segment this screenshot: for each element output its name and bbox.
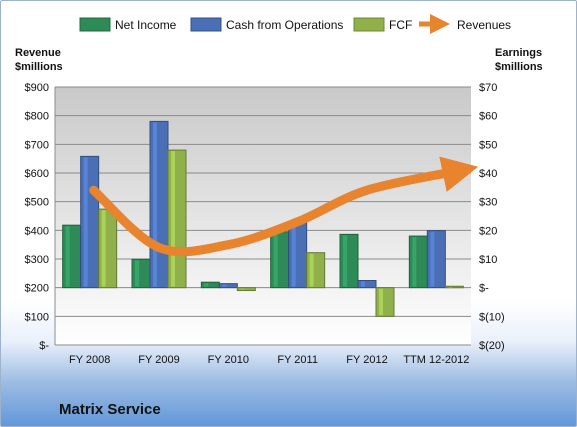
gridlines [55,86,471,346]
legend-swatch-net-income [79,17,111,32]
legend-label-revenues: Revenues [457,18,511,32]
right-tick-label: $40 [479,168,497,180]
bar-cash-from-operations-ttm-12-2012 [426,230,446,289]
category-label-fy-2009: FY 2009 [138,354,179,366]
chart-title: Matrix Service [59,401,161,418]
legend-swatch-fcf [353,17,385,32]
bar-highlight [240,288,245,290]
bar-highlight [83,157,88,287]
left-tick-label: $800 [25,111,49,123]
revenue-line [89,156,479,257]
left-tick-label: $900 [25,82,49,94]
bar-highlight [291,223,296,287]
bar-cash-from-operations-fy-2012 [357,280,377,289]
legend-label-net-income: Net Income [115,18,177,32]
legend-swatch-cash-from-operations [190,17,222,32]
bar-highlight [153,122,157,287]
bar-highlight [448,287,453,288]
bar-highlight [135,260,139,287]
bar-net-income-fy-2008 [62,224,82,289]
legend: Net Income Cash from Operations FCF Reve… [79,14,511,34]
bar-highlight [101,210,106,287]
category-label-fy-2011: FY 2011 [277,354,318,366]
left-axis-ticks: $900 $800 $700 $600 $500 $400 $300 $200 $100 $- [25,82,50,352]
bar-cash-from-operations-fy-2008 [80,155,100,289]
bar-fcf-ttm-12-2012 [444,285,464,289]
category-label-fy-2010: FY 2010 [208,354,249,366]
revenue-line-path [89,156,479,257]
category-label-fy-2008: FY 2008 [69,354,110,366]
left-tick-label: $300 [25,254,49,266]
category-labels: FY 2008 FY 2009 FY 2010 FY 2011 FY 2012 TTM 1… [69,354,469,366]
bar-highlight [361,281,365,287]
bar-highlight [222,284,227,287]
bar-fcf-fy-2011 [306,252,326,289]
bar-highlight [204,283,209,287]
bar-net-income-fy-2011 [270,231,290,289]
right-tick-label: $60 [479,111,497,123]
bar-highlight [343,235,347,287]
right-tick-label: $(10) [479,311,505,323]
bar-highlight [171,151,175,287]
bar-net-income-fy-2009 [131,258,151,289]
bar-highlight [430,231,435,287]
bar-fcf-fy-2009 [167,149,187,289]
left-tick-label: $200 [25,283,49,295]
bar-fcf-fy-2008 [98,208,118,289]
right-axis-ticks: $70 $60 $50 $40 $30 $20 $10 $- $(10) $(20) [479,82,505,352]
bar-fcf-fy-2010 [236,287,256,292]
left-axis-title-line1: Revenue [15,47,61,59]
bar-highlight [273,232,278,287]
bar-net-income-fy-2010 [200,281,220,289]
bar-cash-from-operations-fy-2009 [149,120,169,289]
bar-fcf-fy-2012 [375,287,395,317]
right-axis-title-line1: Earnings [495,47,542,59]
left-tick-label: $100 [25,311,49,323]
category-label-ttm-12-2012: TTM 12-2012 [403,354,469,366]
bar-highlight [412,237,417,287]
left-tick-label: $600 [25,168,49,180]
legend-label-cash-from-operations: Cash from Operations [226,18,343,32]
left-tick-label: $500 [25,197,49,209]
right-tick-label: $(20) [479,340,505,352]
bar-cash-from-operations-fy-2010 [218,283,238,289]
left-tick-label: $700 [25,139,49,151]
bar-net-income-fy-2012 [339,233,359,289]
bar-highlight [309,253,314,287]
category-label-fy-2012: FY 2012 [346,354,387,366]
legend-label-fcf: FCF [389,18,412,32]
right-axis-title-line2: $millions [495,61,543,73]
bar-highlight [379,288,383,316]
right-tick-label: $70 [479,82,497,94]
bar-net-income-ttm-12-2012 [408,235,428,289]
left-axis-title-line2: $millions [15,61,63,73]
right-tick-label: $50 [479,139,497,151]
right-tick-label: $30 [479,197,497,209]
right-tick-label: $- [479,283,489,295]
left-tick-label: $400 [25,225,49,237]
bar-highlight [65,226,70,287]
left-tick-label: $- [39,340,49,352]
bar-cash-from-operations-fy-2011 [288,222,308,289]
right-tick-label: $10 [479,254,497,266]
right-tick-label: $20 [479,225,497,237]
